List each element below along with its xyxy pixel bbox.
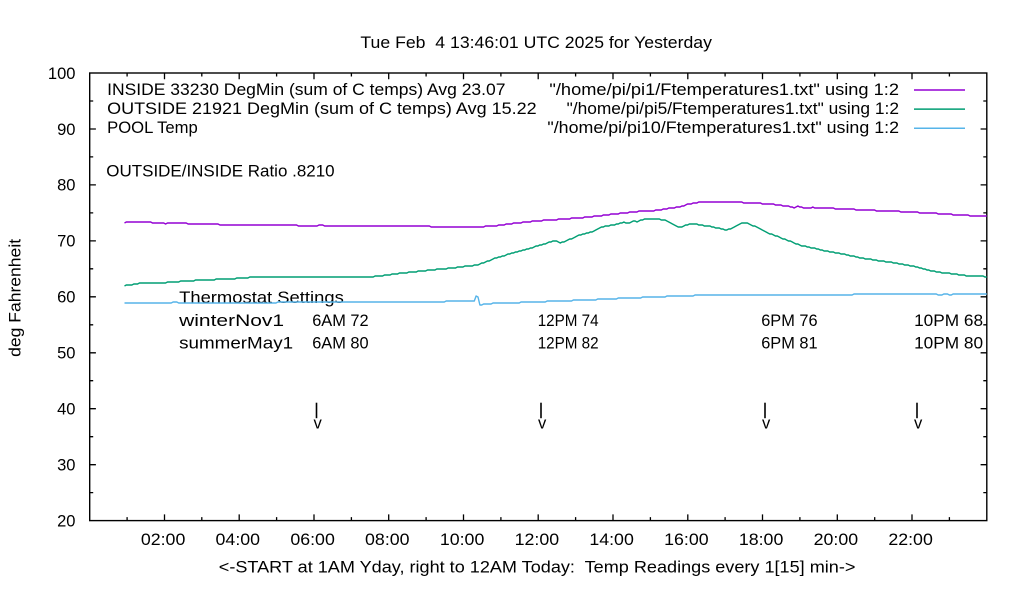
svg-text:20: 20 [57,511,75,530]
svg-text:v: v [762,414,771,433]
svg-text:winterNov1: winterNov1 [178,311,284,330]
svg-text:06:00: 06:00 [290,530,335,549]
svg-text:6PM 76: 6PM 76 [761,311,817,330]
svg-text:Tue Feb 4 13:46:01 UTC 2025 f: Tue Feb 4 13:46:01 UTC 2025 for Yesterda… [360,33,712,52]
svg-text:50: 50 [57,344,75,363]
svg-text:08:00: 08:00 [365,530,410,549]
svg-text:22:00: 22:00 [888,530,933,549]
svg-text:30: 30 [57,456,75,475]
svg-text:v: v [914,414,923,433]
svg-text:80: 80 [57,176,75,195]
svg-text:POOL Temp: POOL Temp [107,118,198,137]
svg-text:100: 100 [48,64,76,83]
svg-text:12:00: 12:00 [515,530,560,549]
svg-text:18:00: 18:00 [739,530,784,549]
svg-text:v: v [538,414,547,433]
svg-text:10PM 80: 10PM 80 [914,334,983,353]
svg-text:04:00: 04:00 [216,530,261,549]
svg-text:6AM 80: 6AM 80 [312,334,368,353]
svg-text:deg Fahrenheit: deg Fahrenheit [6,239,25,357]
svg-text:v: v [314,414,323,433]
svg-text:12PM 74: 12PM 74 [538,311,599,330]
svg-text:02:00: 02:00 [141,530,186,549]
svg-text:OUTSIDE 21921 DegMin (sum of C: OUTSIDE 21921 DegMin (sum of C temps) Av… [107,99,536,118]
svg-text:"/home/pi/pi1/Ftemperatures1.t: "/home/pi/pi1/Ftemperatures1.txt" using … [549,80,899,99]
svg-text:"/home/pi/pi5/Ftemperatures1.t: "/home/pi/pi5/Ftemperatures1.txt" using … [567,99,899,118]
svg-text:10:00: 10:00 [440,530,485,549]
svg-text:60: 60 [57,288,75,307]
svg-text:<-START at 1AM Yday, right to: <-START at 1AM Yday, right to 12AM Today… [219,558,856,577]
svg-text:6AM 72: 6AM 72 [312,311,368,330]
svg-text:summerMay1: summerMay1 [179,334,293,353]
svg-text:INSIDE 33230 DegMin (sum of C: INSIDE 33230 DegMin (sum of C temps) Avg… [107,80,505,99]
svg-text:6PM 81: 6PM 81 [761,334,817,353]
svg-text:70: 70 [57,232,75,251]
svg-text:OUTSIDE/INSIDE Ratio .8210: OUTSIDE/INSIDE Ratio .8210 [106,161,334,180]
svg-text:40: 40 [57,400,75,419]
svg-text:12PM 82: 12PM 82 [538,334,599,353]
svg-text:90: 90 [57,120,75,139]
svg-text:"/home/pi/pi10/Ftemperatures1.: "/home/pi/pi10/Ftemperatures1.txt" using… [547,118,899,137]
svg-text:14:00: 14:00 [589,530,634,549]
svg-text:20:00: 20:00 [814,530,859,549]
svg-text:Thermostat Settings: Thermostat Settings [179,288,344,307]
svg-text:16:00: 16:00 [664,530,709,549]
svg-text:10PM 68: 10PM 68 [914,311,983,330]
